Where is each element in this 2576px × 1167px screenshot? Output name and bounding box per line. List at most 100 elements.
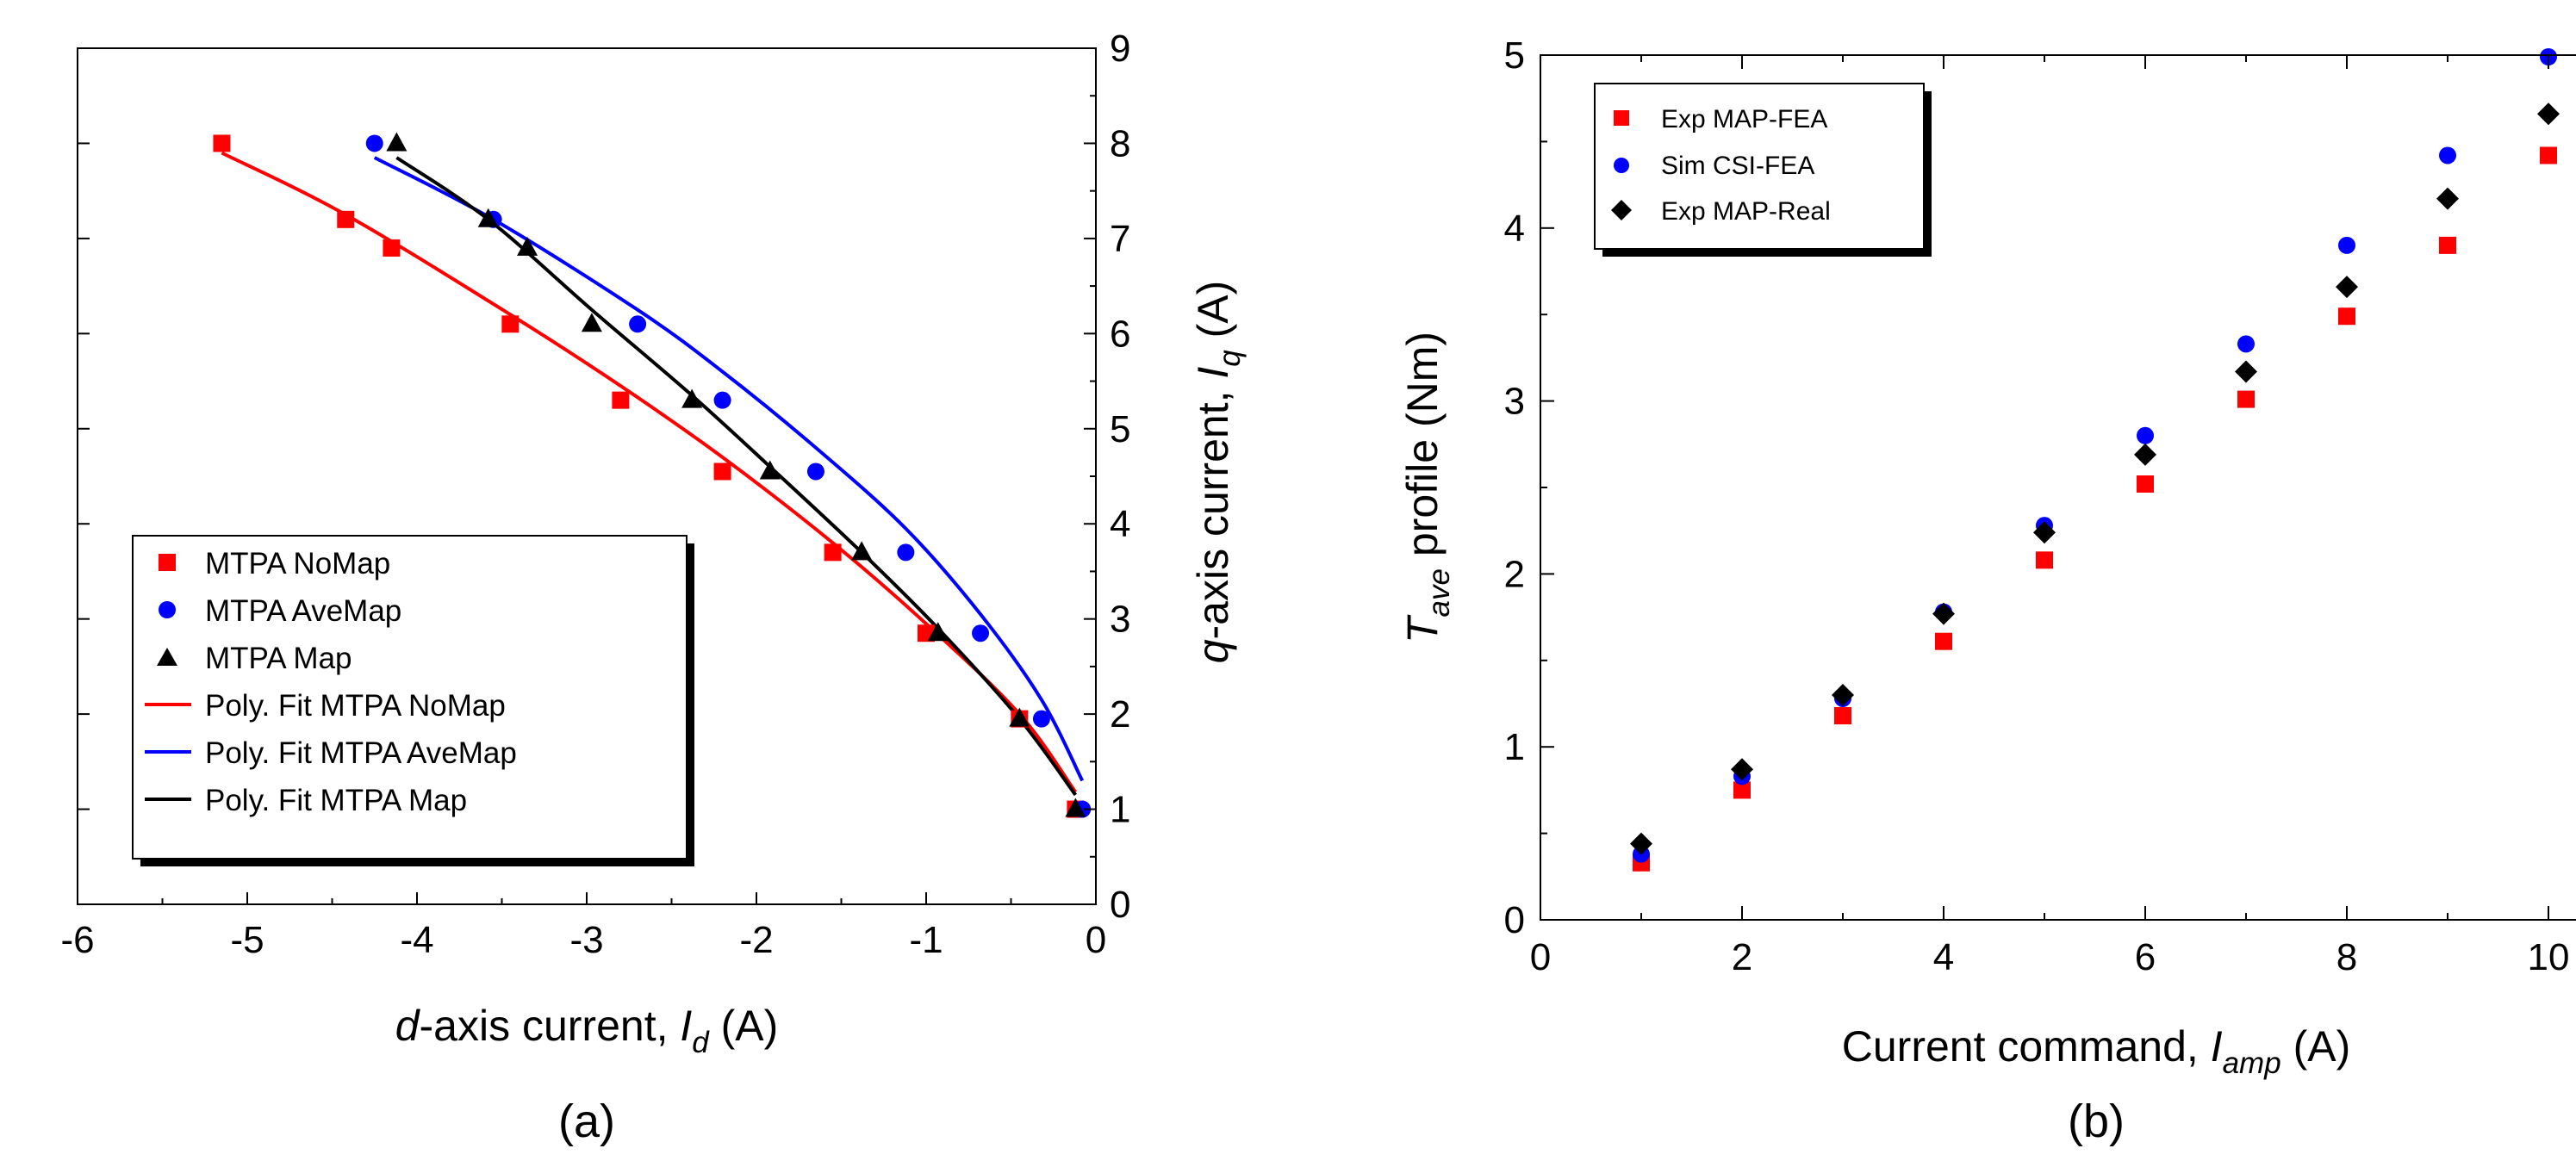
data-point xyxy=(1932,602,1955,625)
data-point xyxy=(1832,683,1854,706)
data-point xyxy=(2537,102,2560,126)
data-point xyxy=(2137,426,2154,444)
data-point xyxy=(581,313,602,332)
x-tick-label: -6 xyxy=(60,919,94,961)
data-point xyxy=(2436,187,2459,210)
data-point xyxy=(824,543,842,562)
legend-label-exp-map-fea: Exp MAP-FEA xyxy=(1661,105,1827,133)
data-point xyxy=(2338,307,2355,326)
data-point xyxy=(517,236,538,256)
x-tick-label: -3 xyxy=(569,919,603,961)
data-point xyxy=(2237,390,2255,408)
data-point xyxy=(681,388,703,408)
data-point xyxy=(897,543,915,562)
x-tick-label: -2 xyxy=(739,919,773,961)
x-tick-label: 10 xyxy=(2528,936,2570,978)
y-tick-label: 4 xyxy=(1110,503,1130,545)
data-point xyxy=(386,132,408,152)
y-tick-label: 2 xyxy=(1110,693,1130,736)
x-tick-label: 0 xyxy=(1530,936,1551,978)
panel-b-chart: 0 2 4 6 8 10 0 1 2 3 4 5 Exp MAP-FEA Sim CSI-FEA Ex… xyxy=(1398,34,2576,1147)
y-tick-label: 0 xyxy=(1110,884,1130,926)
legend-marker-triangle xyxy=(157,648,177,666)
data-point xyxy=(612,391,630,409)
data-point xyxy=(1733,781,1751,799)
data-point xyxy=(2237,335,2255,353)
legend-marker-circle xyxy=(159,601,176,618)
data-point xyxy=(2540,146,2557,164)
y-tick-label: 4 xyxy=(1504,208,1525,250)
data-point xyxy=(2036,551,2053,569)
legend-label-exp-map-real: Exp MAP-Real xyxy=(1661,197,1831,226)
y-tick-label: 3 xyxy=(1504,381,1525,423)
panel-b-x-axis-title: Current command, Iamp (A) xyxy=(1842,1022,2350,1080)
x-tick-label: -1 xyxy=(909,919,943,961)
panel-b-legend: Exp MAP-FEA Sim CSI-FEA Exp MAP-Real xyxy=(1594,83,1932,257)
legend-marker-circle xyxy=(1614,158,1629,173)
y-tick-label: 5 xyxy=(1504,34,1525,77)
data-point xyxy=(213,134,231,152)
legend-marker-square xyxy=(159,554,176,571)
legend-label-mtpa-nomap: MTPA NoMap xyxy=(205,547,390,580)
x-tick-label: 6 xyxy=(2135,936,2156,978)
panel-b-legend-box xyxy=(1594,83,1925,250)
y-tick-label: 9 xyxy=(1110,28,1130,70)
x-tick-label: -5 xyxy=(230,919,264,961)
panel-b-y-axis-title: Tave profile (Nm) xyxy=(1398,332,1456,643)
data-point xyxy=(1731,758,1753,781)
data-point xyxy=(365,134,383,152)
y-tick-label: 2 xyxy=(1504,553,1525,595)
y-tick-label: 6 xyxy=(1110,313,1130,355)
data-point xyxy=(2033,521,2056,544)
legend-marker-diamond xyxy=(1611,200,1632,220)
legend-marker-square xyxy=(1614,110,1629,126)
data-point xyxy=(972,624,990,642)
data-point xyxy=(1630,832,1652,855)
panel-b-caption: (b) xyxy=(2068,1096,2125,1147)
data-point xyxy=(477,208,499,227)
data-point xyxy=(383,239,401,257)
legend-label-mtpa-map: MTPA Map xyxy=(205,642,352,675)
data-point xyxy=(501,315,520,333)
legend-label-sim-csi-fea: Sim CSI-FEA xyxy=(1661,152,1814,180)
y-tick-label: 1 xyxy=(1504,726,1525,768)
data-point xyxy=(927,622,949,642)
panel-a-x-axis-title: d-axis current, Id (A) xyxy=(395,1002,779,1059)
legend-label-fit-map: Poly. Fit MTPA Map xyxy=(205,784,467,817)
data-point xyxy=(713,462,731,481)
x-tick-label: 8 xyxy=(2336,936,2357,978)
panel-a-data-points xyxy=(213,132,1092,818)
data-point xyxy=(713,391,731,409)
data-point xyxy=(2137,475,2154,493)
y-tick-label: 7 xyxy=(1110,218,1130,260)
panel-a-ticks: -6 -5 -4 -3 -2 -1 00 1 2 3 4 5 6 7 8 9 xyxy=(60,28,1130,961)
x-tick-label: 2 xyxy=(1732,936,1752,978)
legend-label-fit-avemap: Poly. Fit MTPA AveMap xyxy=(205,736,517,770)
panel-a-caption: (a) xyxy=(558,1096,615,1147)
x-tick-label: -4 xyxy=(400,919,433,961)
fit-line-4 xyxy=(373,156,1085,782)
panel-b-data-points xyxy=(1630,48,2560,872)
x-tick-label: 0 xyxy=(1086,919,1106,961)
data-point xyxy=(1032,710,1050,728)
data-point xyxy=(1065,798,1086,817)
data-point xyxy=(629,315,647,333)
panel-a-chart: -6 -5 -4 -3 -2 -1 00 1 2 3 4 5 6 7 8 9 MTPA NoMap MTPA … xyxy=(60,28,1247,1147)
y-tick-label: 5 xyxy=(1110,408,1130,450)
panel-b-ticks: 0 2 4 6 8 10 0 1 2 3 4 5 xyxy=(1504,34,2570,978)
legend-label-mtpa-avemap: MTPA AveMap xyxy=(205,594,401,628)
panel-a-y-axis-title: q-axis current, Iq (A) xyxy=(1189,281,1247,664)
data-point xyxy=(2439,146,2456,164)
data-point xyxy=(2336,276,2358,299)
data-point xyxy=(759,460,781,480)
data-point xyxy=(2134,443,2156,466)
legend-label-fit-nomap: Poly. Fit MTPA NoMap xyxy=(205,689,506,723)
data-point xyxy=(337,210,355,228)
panel-a-legend-box xyxy=(132,535,688,860)
y-tick-label: 3 xyxy=(1110,599,1130,641)
y-tick-label: 0 xyxy=(1504,899,1525,941)
y-tick-label: 8 xyxy=(1110,122,1130,164)
data-point xyxy=(2439,236,2456,254)
x-tick-label: 4 xyxy=(1933,936,1954,978)
